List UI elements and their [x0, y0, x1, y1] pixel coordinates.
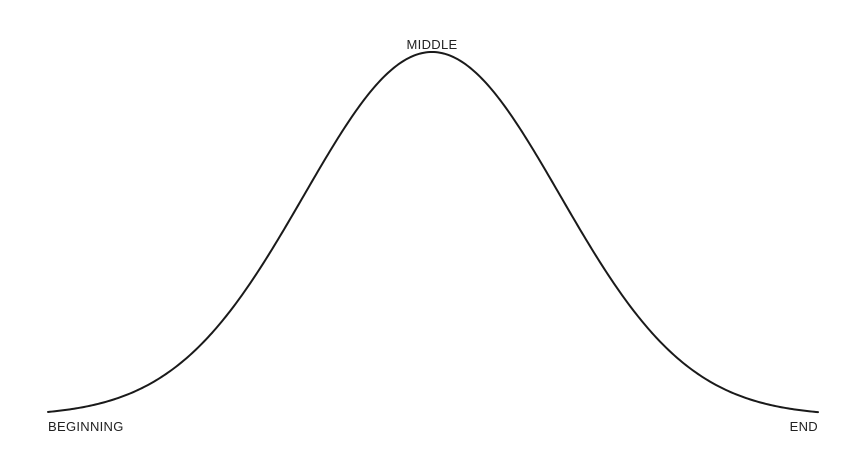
label-end: END — [790, 419, 818, 434]
label-beginning: BEGINNING — [48, 419, 124, 434]
label-middle: MIDDLE — [407, 37, 458, 52]
bell-curve-line — [47, 51, 819, 414]
